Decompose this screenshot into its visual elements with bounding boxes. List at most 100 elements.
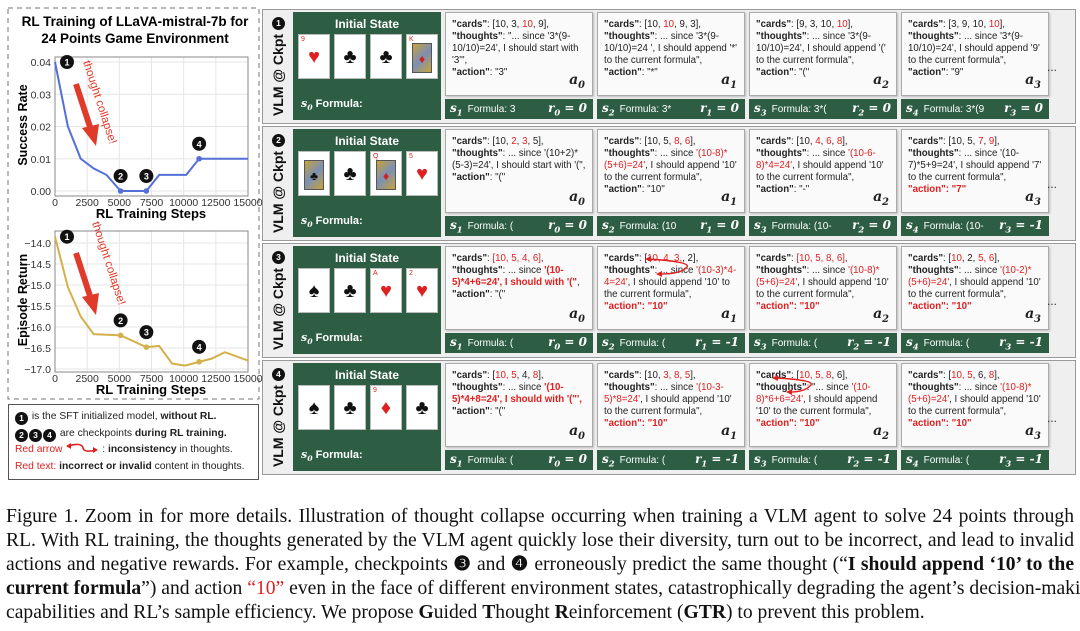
- text-run: , I should append '10' to the current fo…: [908, 277, 1041, 300]
- text-run: ],: [847, 19, 853, 30]
- legend-text-bold: incorrect or invalid: [56, 460, 152, 472]
- card-rank: 3: [337, 36, 341, 43]
- json-line: "thoughts": ... since '(10-8)*(5+6)=24',…: [908, 382, 1043, 418]
- card-rank: A: [373, 270, 378, 277]
- json-line: "cards": [9, 3, 10, 10],: [756, 19, 891, 31]
- json-line: "thoughts": ... since '3*(9-10/10)=24', …: [908, 31, 1043, 67]
- x-tick-label: 7500: [140, 373, 164, 385]
- thought-action-box: "cards": [10, 5, 7, 9], "thoughts": ... s…: [901, 129, 1049, 213]
- text-run: uided: [433, 602, 483, 623]
- card-images: J ♣ 5 ♣ Q ♦ 5 ♥: [298, 151, 438, 196]
- legend-line-red-text: Red text: incorrect or invalid content i…: [15, 459, 252, 476]
- card-suit-icon: ♣: [343, 280, 357, 302]
- formula-text: Formula: (: [619, 337, 666, 349]
- text-run: even in the face of different environmen…: [284, 578, 1080, 599]
- text-run: : ... since: [654, 148, 697, 159]
- state-symbol: s3: [754, 100, 767, 118]
- json-line: "thoughts": ... since '3*(9-10/10)=24', …: [756, 31, 891, 67]
- playing-card: Q ♦: [370, 151, 402, 196]
- text-run: "action": "10": [908, 418, 972, 429]
- state-reward-bar: s3 Formula: (10- r2 = 0: [749, 216, 897, 236]
- text-run: ],: [690, 136, 696, 147]
- text-run: 10: [951, 253, 962, 264]
- action-symbol: a2: [873, 189, 889, 208]
- checkpoint-marker: [196, 359, 202, 365]
- text-run: '(10-8)*(5+6)=24': [604, 148, 728, 171]
- text-run: : "(": [793, 67, 810, 78]
- formula-text: Formula: (10-: [771, 220, 832, 232]
- plot-frame: [54, 230, 249, 373]
- text-run: : [10,: [791, 136, 816, 147]
- reward-text: r2 = 0: [852, 217, 891, 235]
- text-run: "thoughts": [452, 382, 503, 393]
- card-images: 4 ♠ 4 ♣ 9 ♦ 6 ♣: [298, 385, 438, 430]
- card-suit-icon: ♣: [343, 397, 357, 419]
- state-symbol: s4: [906, 451, 919, 469]
- ellipsis: ...: [1046, 294, 1057, 308]
- playing-card: 7 ♣: [334, 268, 366, 313]
- chart-episode-return: 0 2500 5000 7500 10000 12500 15000 −14.0 −14.5 −1…: [16, 220, 262, 397]
- caption-line: actions and negative rewards. For exampl…: [6, 553, 1074, 577]
- json-line: "action": "10": [908, 301, 1043, 313]
- text-run: , 6,: [972, 370, 989, 381]
- action-symbol: a1: [721, 423, 737, 442]
- card-images: 9 ♠ 7 ♣ A ♥ 2 ♥: [298, 268, 438, 313]
- reward-text: r2 = -1: [847, 451, 891, 469]
- text-run: , I should append '10' to the current fo…: [908, 394, 1041, 417]
- text-run: 10, 5, 8: [799, 370, 832, 381]
- state-symbol: s4: [906, 217, 919, 235]
- text-run: ,: [844, 253, 848, 264]
- ellipsis: ...: [1046, 411, 1057, 425]
- x-axis-label: RL Training Steps: [96, 206, 206, 221]
- text-run: ) to prevent this problem.: [726, 602, 925, 623]
- json-line: "thoughts": ... since '(10-5)*4+6=24', I…: [452, 265, 587, 289]
- reward-text: r0 = 0: [548, 217, 587, 235]
- text-run: "action": [756, 184, 794, 195]
- checkpoint-marker: [196, 155, 202, 162]
- row-label: VLM @ Ckpt 1: [263, 10, 293, 122]
- text-run: , 2,: [961, 253, 979, 264]
- card-suit-icon: ♠: [308, 397, 320, 419]
- checkpoint-badge: 3: [29, 428, 42, 442]
- text-run: "cards": [908, 253, 944, 264]
- checkpoint-badge: [60, 55, 74, 69]
- card-rank: 2: [409, 270, 413, 277]
- x-tick-label: 15000: [233, 197, 262, 209]
- action-symbol: a2: [873, 306, 889, 325]
- text-run: 8: [532, 370, 539, 381]
- json-line: "thoughts": ... since '(10-2)*(5+6)=24',…: [908, 265, 1043, 301]
- formula-text: Formula: 3*: [619, 103, 672, 115]
- text-run: "action": "10": [908, 301, 972, 312]
- chart-title: 24 Points Game Environment: [41, 31, 229, 46]
- step-list: "cards": [10, 5, 4, 8], "thoughts": ... s…: [445, 363, 1049, 470]
- text-run: I should append ‘10’ to the: [847, 554, 1075, 575]
- thought-action-box: "cards": [9, 3, 10, 10], "thoughts": ... …: [749, 12, 897, 96]
- red-double-arrow-icon: [66, 443, 99, 453]
- text-run: ,: [540, 253, 544, 264]
- json-line: "cards": [10, 10, 9, 3],: [604, 19, 739, 31]
- card-rank: K: [409, 36, 414, 43]
- text-run: : ... since: [502, 265, 545, 276]
- text-run: '(10-8)*(5+6)=24': [908, 382, 1032, 405]
- reward-text: r0 = 0: [548, 451, 587, 469]
- checkpoint-badge: 3: [271, 250, 285, 264]
- text-run: ],: [538, 370, 544, 381]
- action-symbol: a3: [1025, 423, 1041, 442]
- vlm-ckpt-label: VLM @ Ckpt: [270, 150, 286, 234]
- thought-action-box: "cards": [10, 5, 4, 6], "thoughts": ... s…: [445, 246, 593, 330]
- action-symbol: a1: [721, 306, 737, 325]
- text-run: ❸: [453, 554, 472, 575]
- checkpoint-badge: [113, 313, 128, 328]
- step-card: "cards": [10, 5, 4, 6], "thoughts": ... s…: [445, 246, 593, 353]
- y-tick-label: −15.0: [24, 280, 51, 292]
- reward-text: r0 = 0: [548, 100, 587, 118]
- text-run: 8: [988, 370, 995, 381]
- json-line: "cards": [10, 3, 10, 9],: [452, 19, 587, 31]
- text-run: '(10-6-8)*4=24': [756, 148, 876, 171]
- text-run: '(10-3-5)*8=24': [604, 382, 724, 405]
- state-reward-bar: s3 Formula: 3*(r2 = 0: [749, 99, 897, 119]
- action-symbol: a0: [569, 306, 585, 325]
- playing-card: 4 ♣: [334, 385, 366, 430]
- y-tick-label: −16.0: [24, 322, 51, 334]
- text-run: erroneously predict the same thought (“: [528, 554, 848, 575]
